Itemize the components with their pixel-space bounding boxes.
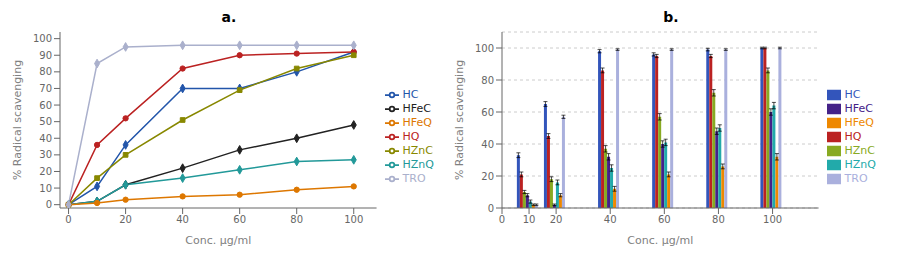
html-text:b.: b. [663, 9, 679, 25]
html-text:HC: HC [402, 88, 419, 101]
html-text:HZnC: HZnC [402, 144, 433, 157]
svg-text:0: 0 [488, 203, 494, 214]
svg-text:40: 40 [481, 139, 494, 150]
svg-text:10: 10 [39, 183, 52, 194]
svg-text:80: 80 [290, 214, 303, 225]
html-text:HFeC: HFeC [844, 102, 873, 115]
svg-text:70: 70 [39, 83, 52, 94]
svg-text:60: 60 [233, 214, 246, 225]
svg-text:20: 20 [39, 166, 52, 177]
html-text:HZnQ: HZnQ [844, 158, 876, 171]
svg-text:80: 80 [39, 66, 52, 77]
svg-text:0: 0 [65, 214, 71, 225]
svg-text:20: 20 [119, 214, 132, 225]
svg-text:% Radical scavenging: % Radical scavenging [453, 60, 466, 180]
html-text:TRO: TRO [844, 172, 868, 185]
svg-text:60: 60 [658, 214, 671, 225]
svg-text:Conc. μg/ml: Conc. μg/ml [185, 234, 251, 247]
svg-text:80: 80 [712, 214, 725, 225]
svg-text:90: 90 [39, 50, 52, 61]
html-text:HQ: HQ [402, 130, 420, 143]
svg-text:20: 20 [481, 171, 494, 182]
svg-text:0: 0 [46, 199, 52, 210]
svg-text:% Radical scavenging: % Radical scavenging [11, 60, 24, 180]
svg-text:100: 100 [763, 214, 782, 225]
svg-text:40: 40 [176, 214, 189, 225]
svg-text:40: 40 [604, 214, 617, 225]
html-text:HQ: HQ [844, 130, 862, 143]
svg-text:30: 30 [39, 149, 52, 160]
svg-text:100: 100 [344, 214, 363, 225]
html-text:TRO: TRO [402, 172, 426, 185]
html-text:HC: HC [844, 88, 861, 101]
html-text:HZnQ: HZnQ [402, 158, 434, 171]
svg-text:50: 50 [39, 116, 52, 127]
svg-text:40: 40 [39, 133, 52, 144]
svg-text:60: 60 [481, 107, 494, 118]
svg-text:20: 20 [550, 214, 563, 225]
html-text:HFeQ: HFeQ [402, 116, 432, 129]
html-text:a.: a. [221, 9, 237, 25]
svg-text:80: 80 [481, 75, 494, 86]
html-text:HFeQ: HFeQ [844, 116, 874, 129]
svg-text:100: 100 [33, 33, 52, 44]
svg-text:0: 0 [499, 214, 505, 225]
svg-text:60: 60 [39, 100, 52, 111]
html-text:HZnC: HZnC [844, 144, 875, 157]
svg-text:100: 100 [475, 43, 494, 54]
html-text:HFeC: HFeC [402, 102, 431, 115]
svg-text:Conc. μg/ml: Conc. μg/ml [627, 234, 693, 247]
svg-text:10: 10 [523, 214, 536, 225]
